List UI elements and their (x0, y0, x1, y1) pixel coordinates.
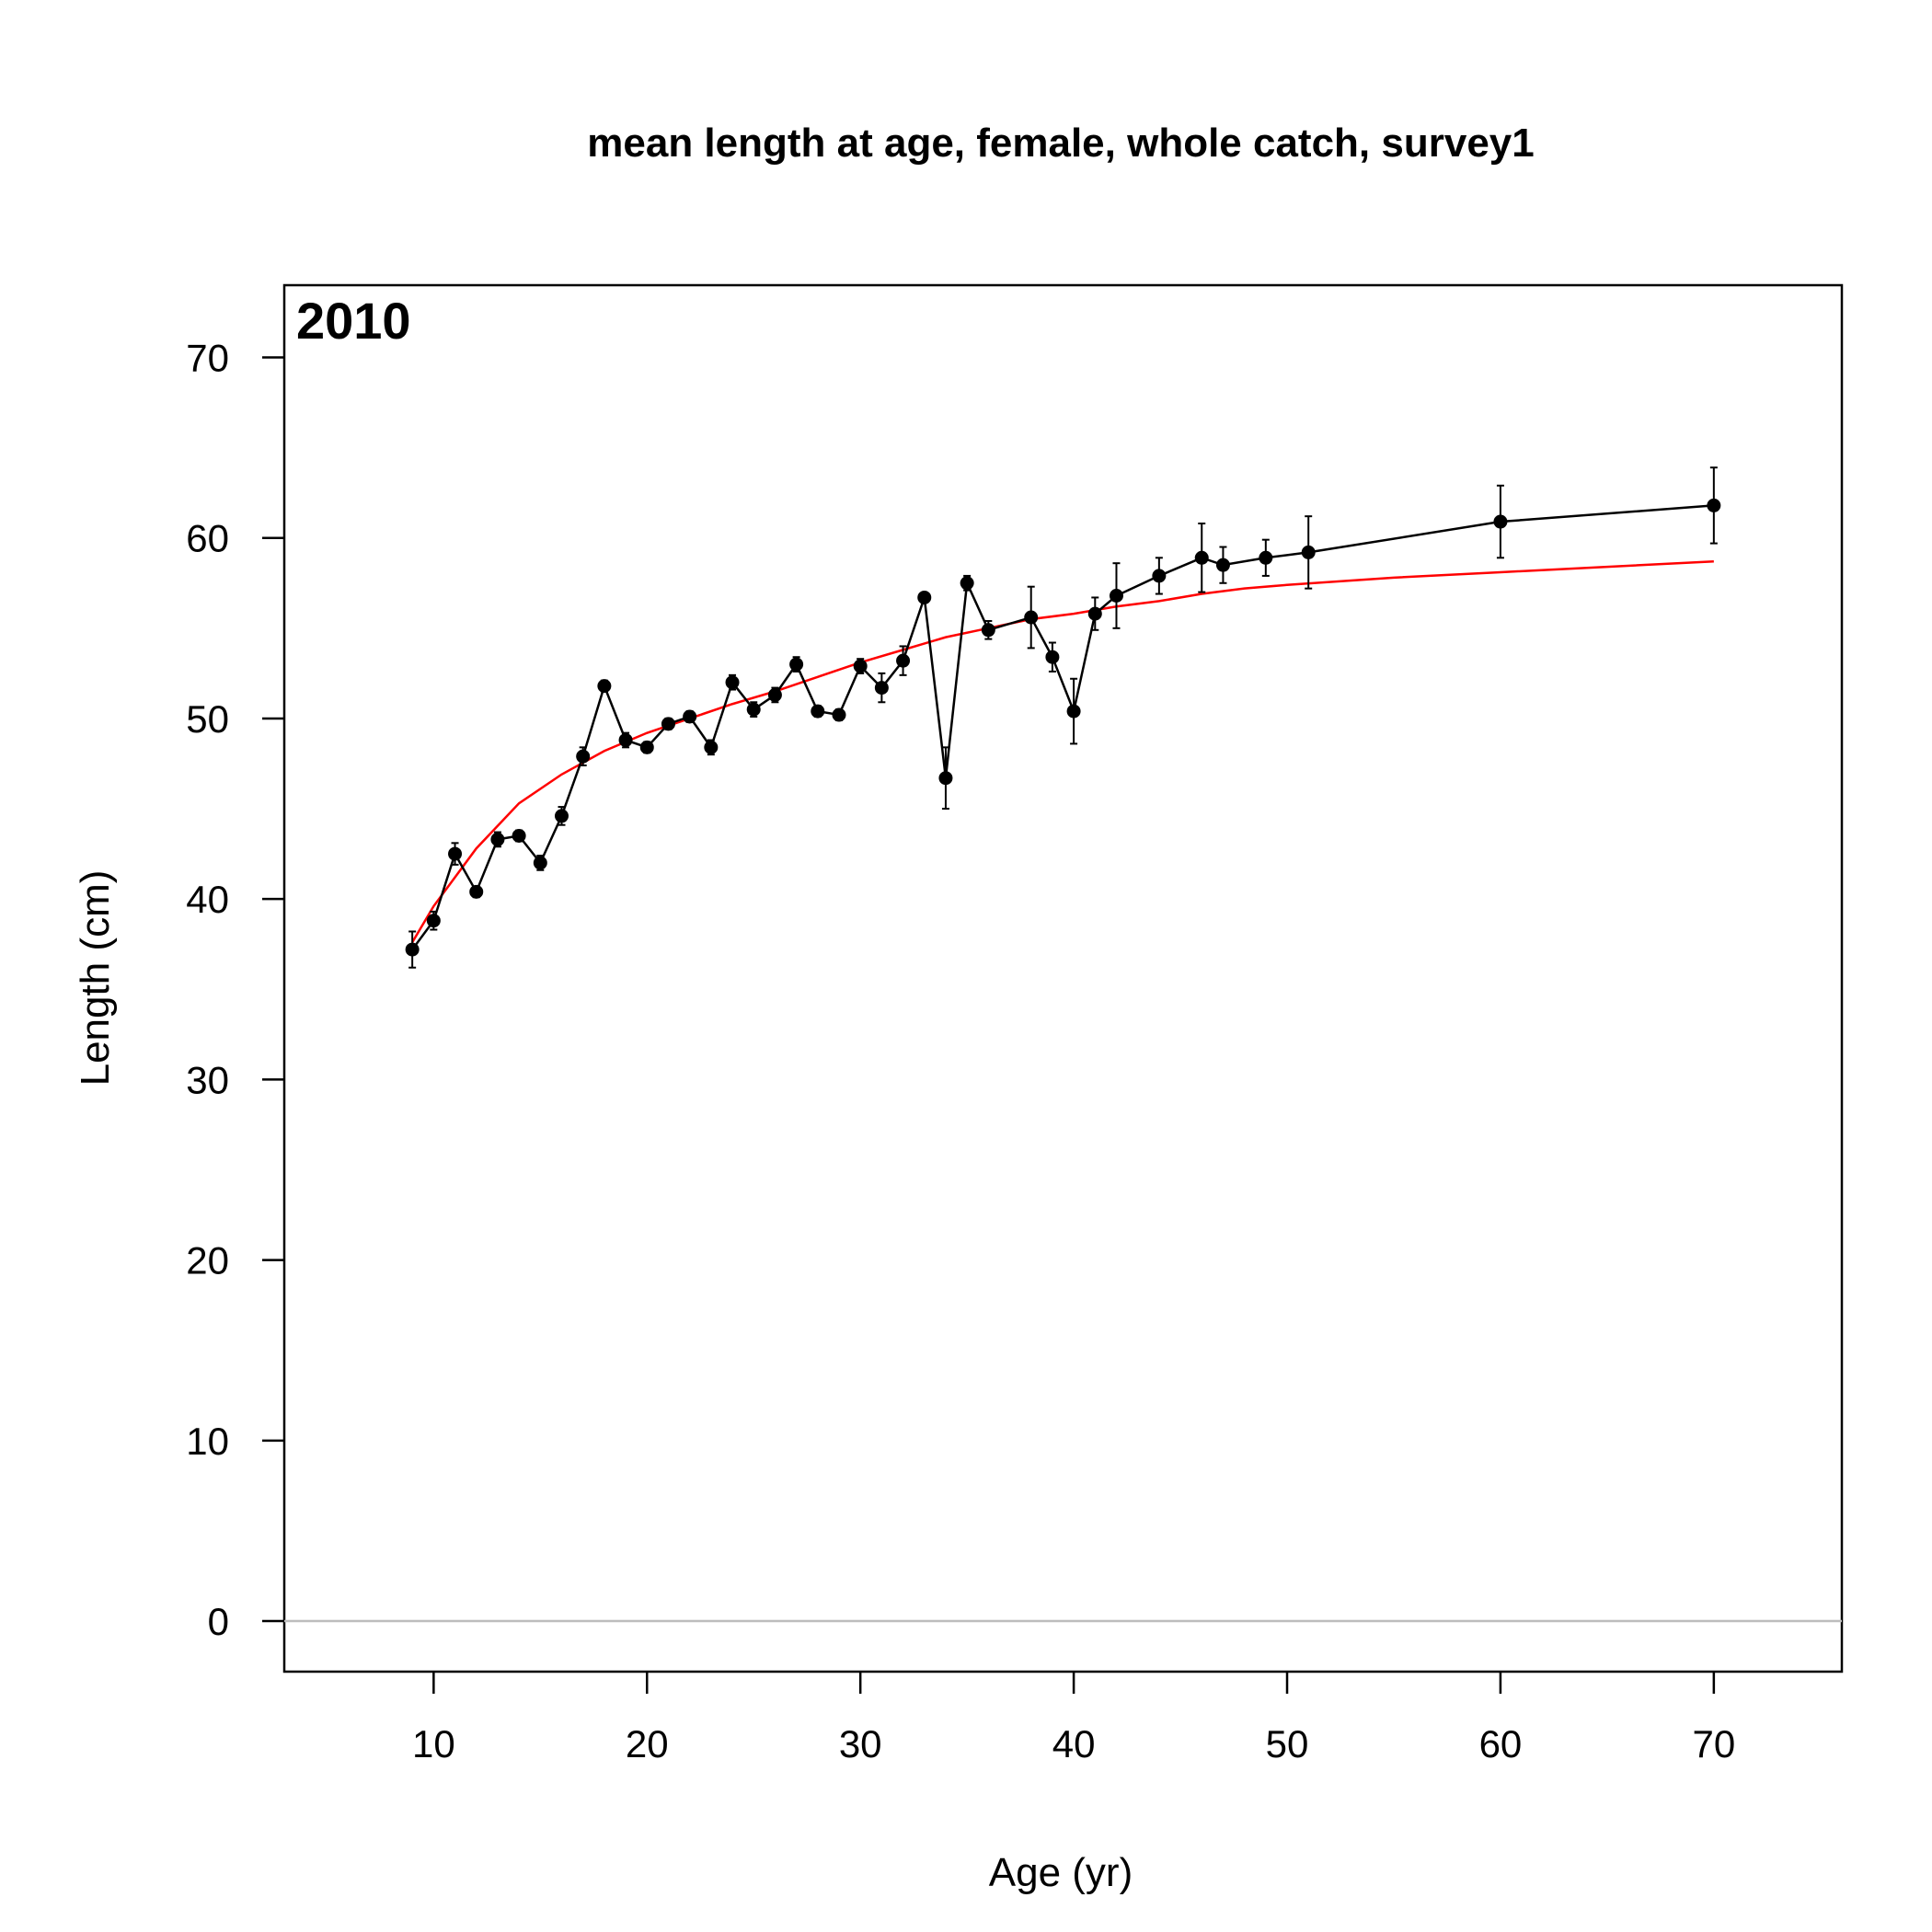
observed-point (1215, 558, 1230, 572)
observed-point (938, 771, 953, 786)
observed-point (490, 832, 505, 846)
observed-point (704, 740, 719, 754)
observed-point (469, 884, 484, 899)
observed-point (1024, 610, 1039, 625)
observed-point (1152, 569, 1167, 583)
observed-point (597, 679, 612, 694)
observed-point (1301, 545, 1316, 559)
y-tick-label: 30 (186, 1058, 229, 1101)
observed-point (1493, 514, 1508, 529)
observed-point (1109, 589, 1123, 604)
panel-label: 2010 (296, 292, 411, 350)
x-tick-label: 10 (412, 1722, 455, 1765)
observed-point (426, 914, 441, 928)
y-tick-label: 60 (186, 517, 229, 560)
x-tick-label: 70 (1692, 1722, 1735, 1765)
observed-point (896, 653, 911, 668)
observed-point (960, 576, 974, 591)
observed-point (725, 675, 740, 690)
observed-point (554, 809, 569, 823)
observed-point (618, 732, 633, 747)
observed-point (789, 657, 804, 672)
x-tick-label: 60 (1479, 1722, 1523, 1765)
observed-point (448, 846, 463, 861)
x-tick-label: 50 (1266, 1722, 1309, 1765)
observed-point (661, 717, 675, 731)
x-axis-label: Age (yr) (989, 1850, 1133, 1895)
observed-point (874, 681, 889, 696)
observed-point (917, 590, 932, 604)
observed-point (683, 709, 697, 724)
x-tick-label: 40 (1052, 1722, 1096, 1765)
observed-point (1194, 550, 1209, 565)
observed-point (576, 749, 591, 764)
observed-point (512, 828, 526, 843)
chart-title: mean length at age, female, whole catch,… (587, 121, 1535, 166)
x-tick-label: 30 (839, 1722, 882, 1765)
observed-mean-line (411, 504, 1714, 950)
observed-point (1066, 704, 1081, 719)
y-axis-label: Length (cm) (73, 870, 118, 1087)
observed-point (405, 942, 420, 957)
observed-point (1087, 606, 1102, 621)
y-tick-label: 10 (186, 1420, 229, 1463)
observed-point (746, 702, 761, 717)
observed-point (1259, 550, 1273, 565)
observed-point (1045, 650, 1060, 664)
observed-point (853, 659, 868, 673)
observed-point (832, 707, 846, 722)
y-tick-label: 40 (186, 878, 229, 921)
y-tick-label: 20 (186, 1239, 229, 1282)
observed-point (811, 704, 825, 719)
observed-point (981, 623, 995, 638)
y-tick-label: 0 (208, 1600, 229, 1643)
plot-frame (282, 283, 1844, 1673)
y-tick-label: 70 (186, 336, 229, 379)
observed-point (767, 687, 782, 702)
observed-point (1707, 498, 1721, 512)
observed-point (533, 856, 547, 870)
x-tick-label: 20 (626, 1722, 669, 1765)
y-tick-label: 50 (186, 697, 229, 741)
expected-growth-curve (411, 559, 1714, 943)
observed-point (639, 740, 654, 754)
